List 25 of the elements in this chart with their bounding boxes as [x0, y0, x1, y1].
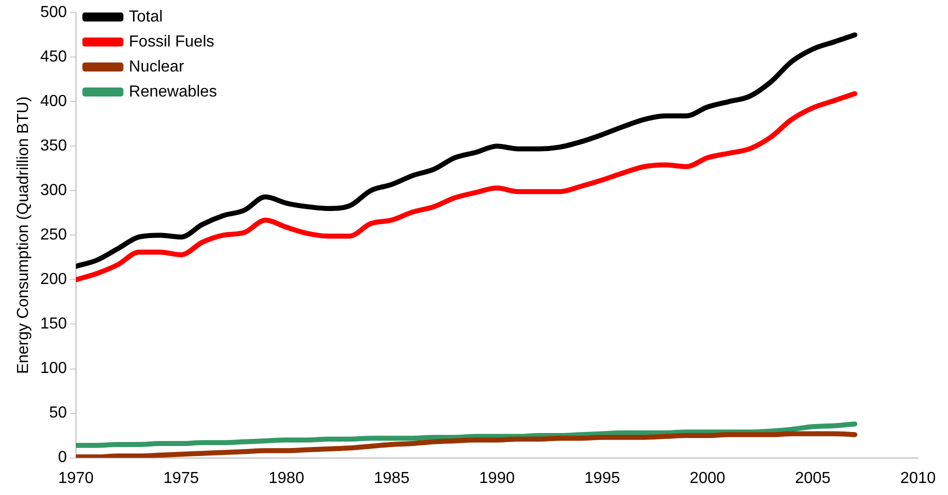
legend-label: Fossil Fuels — [128, 33, 214, 50]
y-tick-label: 200 — [40, 271, 67, 288]
y-tick-label: 400 — [40, 93, 67, 110]
x-tick-label: 1975 — [163, 470, 200, 487]
y-tick-label: 500 — [40, 4, 67, 22]
y-tick-label: 350 — [40, 138, 67, 155]
legend-label: Renewables — [128, 83, 217, 100]
x-tick-label: 1995 — [584, 470, 620, 487]
y-tick-label: 100 — [40, 360, 67, 378]
y-tick-label: 50 — [49, 404, 67, 422]
y-tick-label: 450 — [40, 48, 67, 66]
x-tick-label: 1980 — [268, 470, 304, 487]
y-axis-title: Energy Consumption (Quadrillion BTU) — [15, 96, 32, 374]
y-tick-label: 300 — [40, 182, 67, 200]
x-tick-label: 1985 — [374, 470, 410, 487]
y-tick-label: 150 — [40, 316, 67, 333]
y-tick-label: 0 — [58, 449, 67, 466]
x-tick-label: 2005 — [794, 470, 831, 487]
x-tick-label: 1970 — [58, 470, 94, 487]
x-tick-label: 1990 — [479, 470, 515, 487]
legend-label: Nuclear — [128, 58, 185, 76]
y-tick-label: 250 — [40, 226, 67, 244]
legend-label: Total — [128, 8, 163, 26]
x-tick-label: 2010 — [900, 470, 936, 487]
x-tick-label: 2000 — [690, 470, 726, 487]
